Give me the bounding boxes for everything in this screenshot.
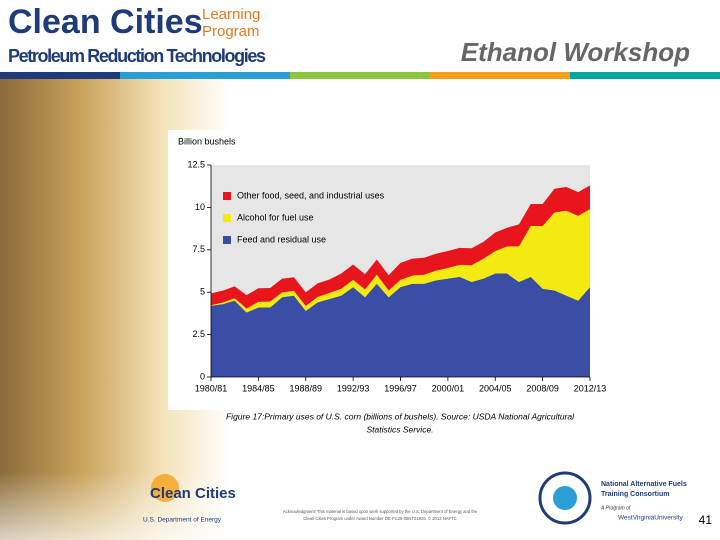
legend-label: Feed and residual use (237, 234, 326, 244)
x-tick-label: 2000/01 (432, 383, 465, 393)
acknowledgment: Acknowledgment: This material is based u… (283, 509, 478, 514)
footer-logo: Clean Cities U.S. Department of Energy (143, 474, 236, 524)
y-tick-label: 5 (200, 287, 205, 297)
naftc-name: National Alternative Fuels (601, 481, 687, 488)
area (211, 209, 590, 313)
x-tick-label: 2008/09 (526, 383, 559, 393)
x-tick-label: 1980/81 (195, 383, 228, 393)
y-tick-label: 10 (195, 202, 205, 212)
caption: Statistics Service. (366, 424, 433, 434)
color-stripe (0, 72, 720, 79)
y-axis-label: Billion bushels (178, 136, 236, 146)
x-tick-label: 1988/89 (289, 383, 322, 393)
logo-agency: U.S. Department of Energy (143, 517, 222, 524)
naftc-seal-core (553, 486, 577, 510)
x-tick-label: 2004/05 (479, 383, 512, 393)
caption: Figure 17:Primary uses of U.S. corn (bil… (226, 411, 575, 421)
y-tick-label: 7.5 (192, 244, 205, 254)
program-of: A Program of (600, 505, 631, 511)
y-tick-label: 12.5 (187, 159, 205, 169)
subtitle: Petroleum Reduction Technologies (8, 46, 266, 66)
legend-swatch (223, 214, 231, 222)
acknowledgment: Clean Cities Program under Award Number … (303, 516, 456, 521)
y-tick-label: 0 (200, 371, 205, 381)
chart: Billion bushels 0 2.5 5 7.5 10 12.5 1980/81 1984… (178, 136, 606, 393)
x-tick-label: 1992/93 (337, 383, 370, 393)
header-bg (0, 0, 720, 70)
x-tick-label: 1996/97 (384, 383, 417, 393)
university: WestVirginiaUniversity (618, 515, 684, 522)
naftc-name: Training Consortium (601, 491, 669, 498)
area (211, 273, 590, 377)
legend-swatch (223, 192, 231, 200)
x-tick-label: 2012/13 (574, 383, 607, 393)
legend-swatch (223, 236, 231, 244)
logo-name: Clean Cities (150, 485, 236, 502)
program-line: Learning (202, 6, 260, 23)
y-tick-label: 2.5 (192, 329, 205, 339)
page-number: 41 (699, 513, 713, 527)
x-tick-label: 1984/85 (242, 383, 275, 393)
workshop-title: Ethanol Workshop (461, 37, 690, 67)
area (211, 185, 590, 309)
legend-label: Alcohol for fuel use (237, 212, 314, 222)
legend-label: Other food, seed, and industrial uses (237, 190, 385, 200)
program-line: Program (202, 23, 260, 40)
brand: Clean Cities (8, 3, 203, 41)
